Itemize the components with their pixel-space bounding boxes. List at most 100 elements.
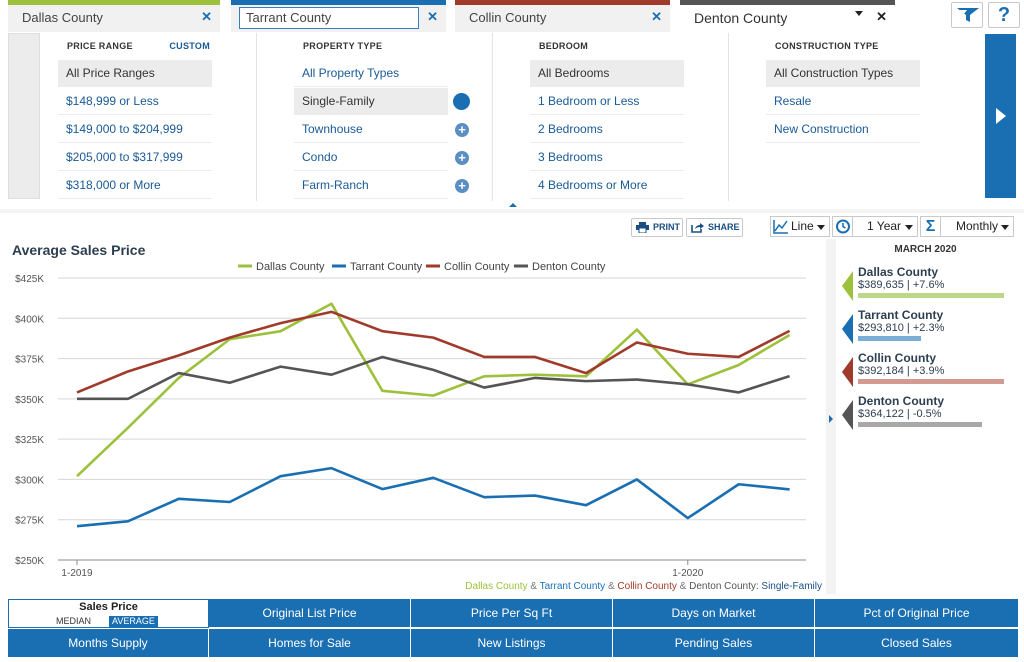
summary-county-name: Denton County: [858, 394, 944, 408]
price-option-all[interactable]: All Price Ranges: [58, 60, 212, 87]
metric-price-per-sq-ft[interactable]: Price Per Sq Ft: [411, 599, 613, 628]
tab-label: Tarrant County: [246, 10, 332, 25]
property-type-column: PROPERTY TYPE All Property Types Single-…: [293, 33, 493, 201]
y-tick-label: $400K: [15, 314, 44, 325]
clock-icon: [833, 217, 853, 236]
custom-price-link[interactable]: CUSTOM: [169, 41, 210, 51]
construction-type-column: CONSTRUCTION TYPE All Construction Types…: [765, 33, 965, 201]
bedroom-option-all[interactable]: All Bedrooms: [530, 60, 684, 87]
close-icon[interactable]: ✕: [427, 9, 438, 24]
series-line-tarrant-county: [76, 466, 790, 528]
chart-type-select[interactable]: Line: [770, 216, 830, 237]
close-icon[interactable]: ✕: [651, 9, 662, 24]
bedroom-column: BEDROOM All Bedrooms 1 Bedroom or Less 2…: [529, 33, 729, 201]
bedroom-option-2[interactable]: 2 Bedrooms: [530, 116, 684, 143]
legend-entry: Dallas County: [256, 261, 325, 273]
price-option-2[interactable]: $149,000 to $204,999: [58, 116, 212, 143]
summary-value: $389,635 | +7.6%: [858, 279, 945, 291]
map-filter-icon: [957, 8, 979, 22]
construction-option-new[interactable]: New Construction: [766, 116, 920, 143]
metric-original-list-price[interactable]: Original List Price: [209, 599, 411, 628]
construction-option-all[interactable]: All Construction Types: [766, 60, 920, 87]
period-select[interactable]: 1 Year: [832, 216, 918, 237]
price-option-4[interactable]: $318,000 or More: [58, 172, 212, 199]
county-tabs: Dallas County ✕ Tarrant County ✕ Collin …: [0, 0, 1024, 33]
plus-icon[interactable]: +: [455, 123, 469, 137]
chevron-down-icon[interactable]: [855, 11, 863, 16]
average-toggle[interactable]: AVERAGE: [109, 616, 158, 627]
panel-left-handle[interactable]: [8, 33, 40, 199]
price-option-1[interactable]: $148,999 or Less: [58, 88, 212, 115]
property-option-condo[interactable]: Condo: [294, 144, 448, 171]
summary-bar: [858, 336, 921, 341]
price-range-heading: PRICE RANGE: [67, 41, 133, 51]
close-icon[interactable]: ✕: [876, 9, 887, 24]
summary-item[interactable]: Tarrant County $293,810 | +2.3%: [838, 308, 1018, 348]
line-chart-icon: [771, 217, 791, 236]
y-tick-label: $250K: [15, 556, 44, 567]
bedroom-option-4[interactable]: 4 Bedrooms or More: [530, 172, 684, 199]
printer-icon: [636, 222, 649, 233]
tab-name-input[interactable]: Tarrant County: [239, 7, 419, 29]
summary-county-name: Dallas County: [858, 265, 939, 279]
metric-days-on-market[interactable]: Days on Market: [613, 599, 815, 628]
map-filter-button[interactable]: [951, 2, 983, 28]
footnote-county: Tarrant County: [540, 581, 606, 592]
footnote-county: Denton County: [689, 581, 756, 592]
property-option-all[interactable]: All Property Types: [294, 60, 448, 87]
tab-dallas-county[interactable]: Dallas County ✕: [8, 0, 220, 32]
tab-denton-county[interactable]: Denton County ✕: [680, 0, 895, 32]
share-icon: [691, 223, 704, 233]
selected-dot-icon[interactable]: [453, 93, 470, 110]
period-value: 1 Year: [867, 219, 902, 233]
footnote-separator: &: [528, 581, 540, 592]
x-tick-label: 1-2019: [61, 568, 93, 579]
series-line-dallas-county: [76, 302, 791, 478]
bedroom-option-1[interactable]: 1 Bedroom or Less: [530, 88, 684, 115]
metric-sales-price[interactable]: Sales Price MEDIAN AVERAGE: [8, 599, 209, 628]
plus-icon[interactable]: +: [455, 151, 469, 165]
summary-item[interactable]: Dallas County $389,635 | +7.6%: [838, 265, 1018, 305]
metric-closed-sales[interactable]: Closed Sales: [815, 629, 1018, 658]
next-panel-button[interactable]: [985, 34, 1016, 198]
property-option-townhouse[interactable]: Townhouse: [294, 116, 448, 143]
x-tick-label: 1-2020: [672, 568, 704, 579]
summary-county-name: Collin County: [858, 351, 936, 365]
footnote-county: Dallas County: [465, 581, 527, 592]
summary-value: $364,122 | -0.5%: [858, 408, 942, 420]
bedroom-option-3[interactable]: 3 Bedrooms: [530, 144, 684, 171]
construction-option-resale[interactable]: Resale: [766, 88, 920, 115]
metric-new-listings[interactable]: New Listings: [411, 629, 613, 658]
tab-collin-county[interactable]: Collin County ✕: [455, 0, 670, 32]
tab-tarrant-county[interactable]: Tarrant County ✕: [231, 0, 446, 32]
summary-toggle[interactable]: [826, 239, 836, 594]
median-toggle[interactable]: MEDIAN: [56, 616, 92, 626]
collapse-panel-icon[interactable]: [509, 203, 517, 207]
share-button[interactable]: SHARE: [686, 218, 743, 237]
footnote-separator: : Single-Family: [756, 581, 822, 592]
interval-value: Monthly: [956, 219, 999, 233]
summary-item[interactable]: Denton County $364,122 | -0.5%: [838, 394, 1018, 434]
chart-footnote: Dallas County & Tarrant County & Collin …: [465, 581, 822, 592]
metric-pct-of-original-price[interactable]: Pct of Original Price: [815, 599, 1018, 628]
sales-price-chart: $250K $275K $300K $325K $350K $375K $400K $425K…: [15, 261, 822, 592]
help-button[interactable]: ?: [988, 2, 1020, 28]
price-option-3[interactable]: $205,000 to $317,999: [58, 144, 212, 171]
interval-select[interactable]: Σ Monthly: [920, 216, 1014, 237]
metric-months-supply[interactable]: Months Supply: [8, 629, 209, 658]
close-icon[interactable]: ✕: [201, 9, 212, 24]
chevron-right-icon: [996, 108, 1006, 124]
footnote-county: Collin County: [617, 581, 676, 592]
property-option-single-family[interactable]: Single-Family: [294, 88, 448, 115]
print-button[interactable]: PRINT: [631, 218, 683, 237]
tab-label: Denton County: [694, 10, 788, 26]
option-label: Single-Family: [302, 94, 375, 108]
property-option-farm-ranch[interactable]: Farm-Ranch: [294, 172, 448, 199]
bedroom-heading: BEDROOM: [539, 41, 589, 51]
metric-pending-sales[interactable]: Pending Sales: [613, 629, 815, 658]
plus-icon[interactable]: +: [455, 179, 469, 193]
metric-homes-for-sale[interactable]: Homes for Sale: [209, 629, 411, 658]
footnote-separator: &: [677, 581, 689, 592]
summary-item[interactable]: Collin County $392,184 | +3.9%: [838, 351, 1018, 391]
legend-entry: Denton County: [532, 261, 606, 273]
